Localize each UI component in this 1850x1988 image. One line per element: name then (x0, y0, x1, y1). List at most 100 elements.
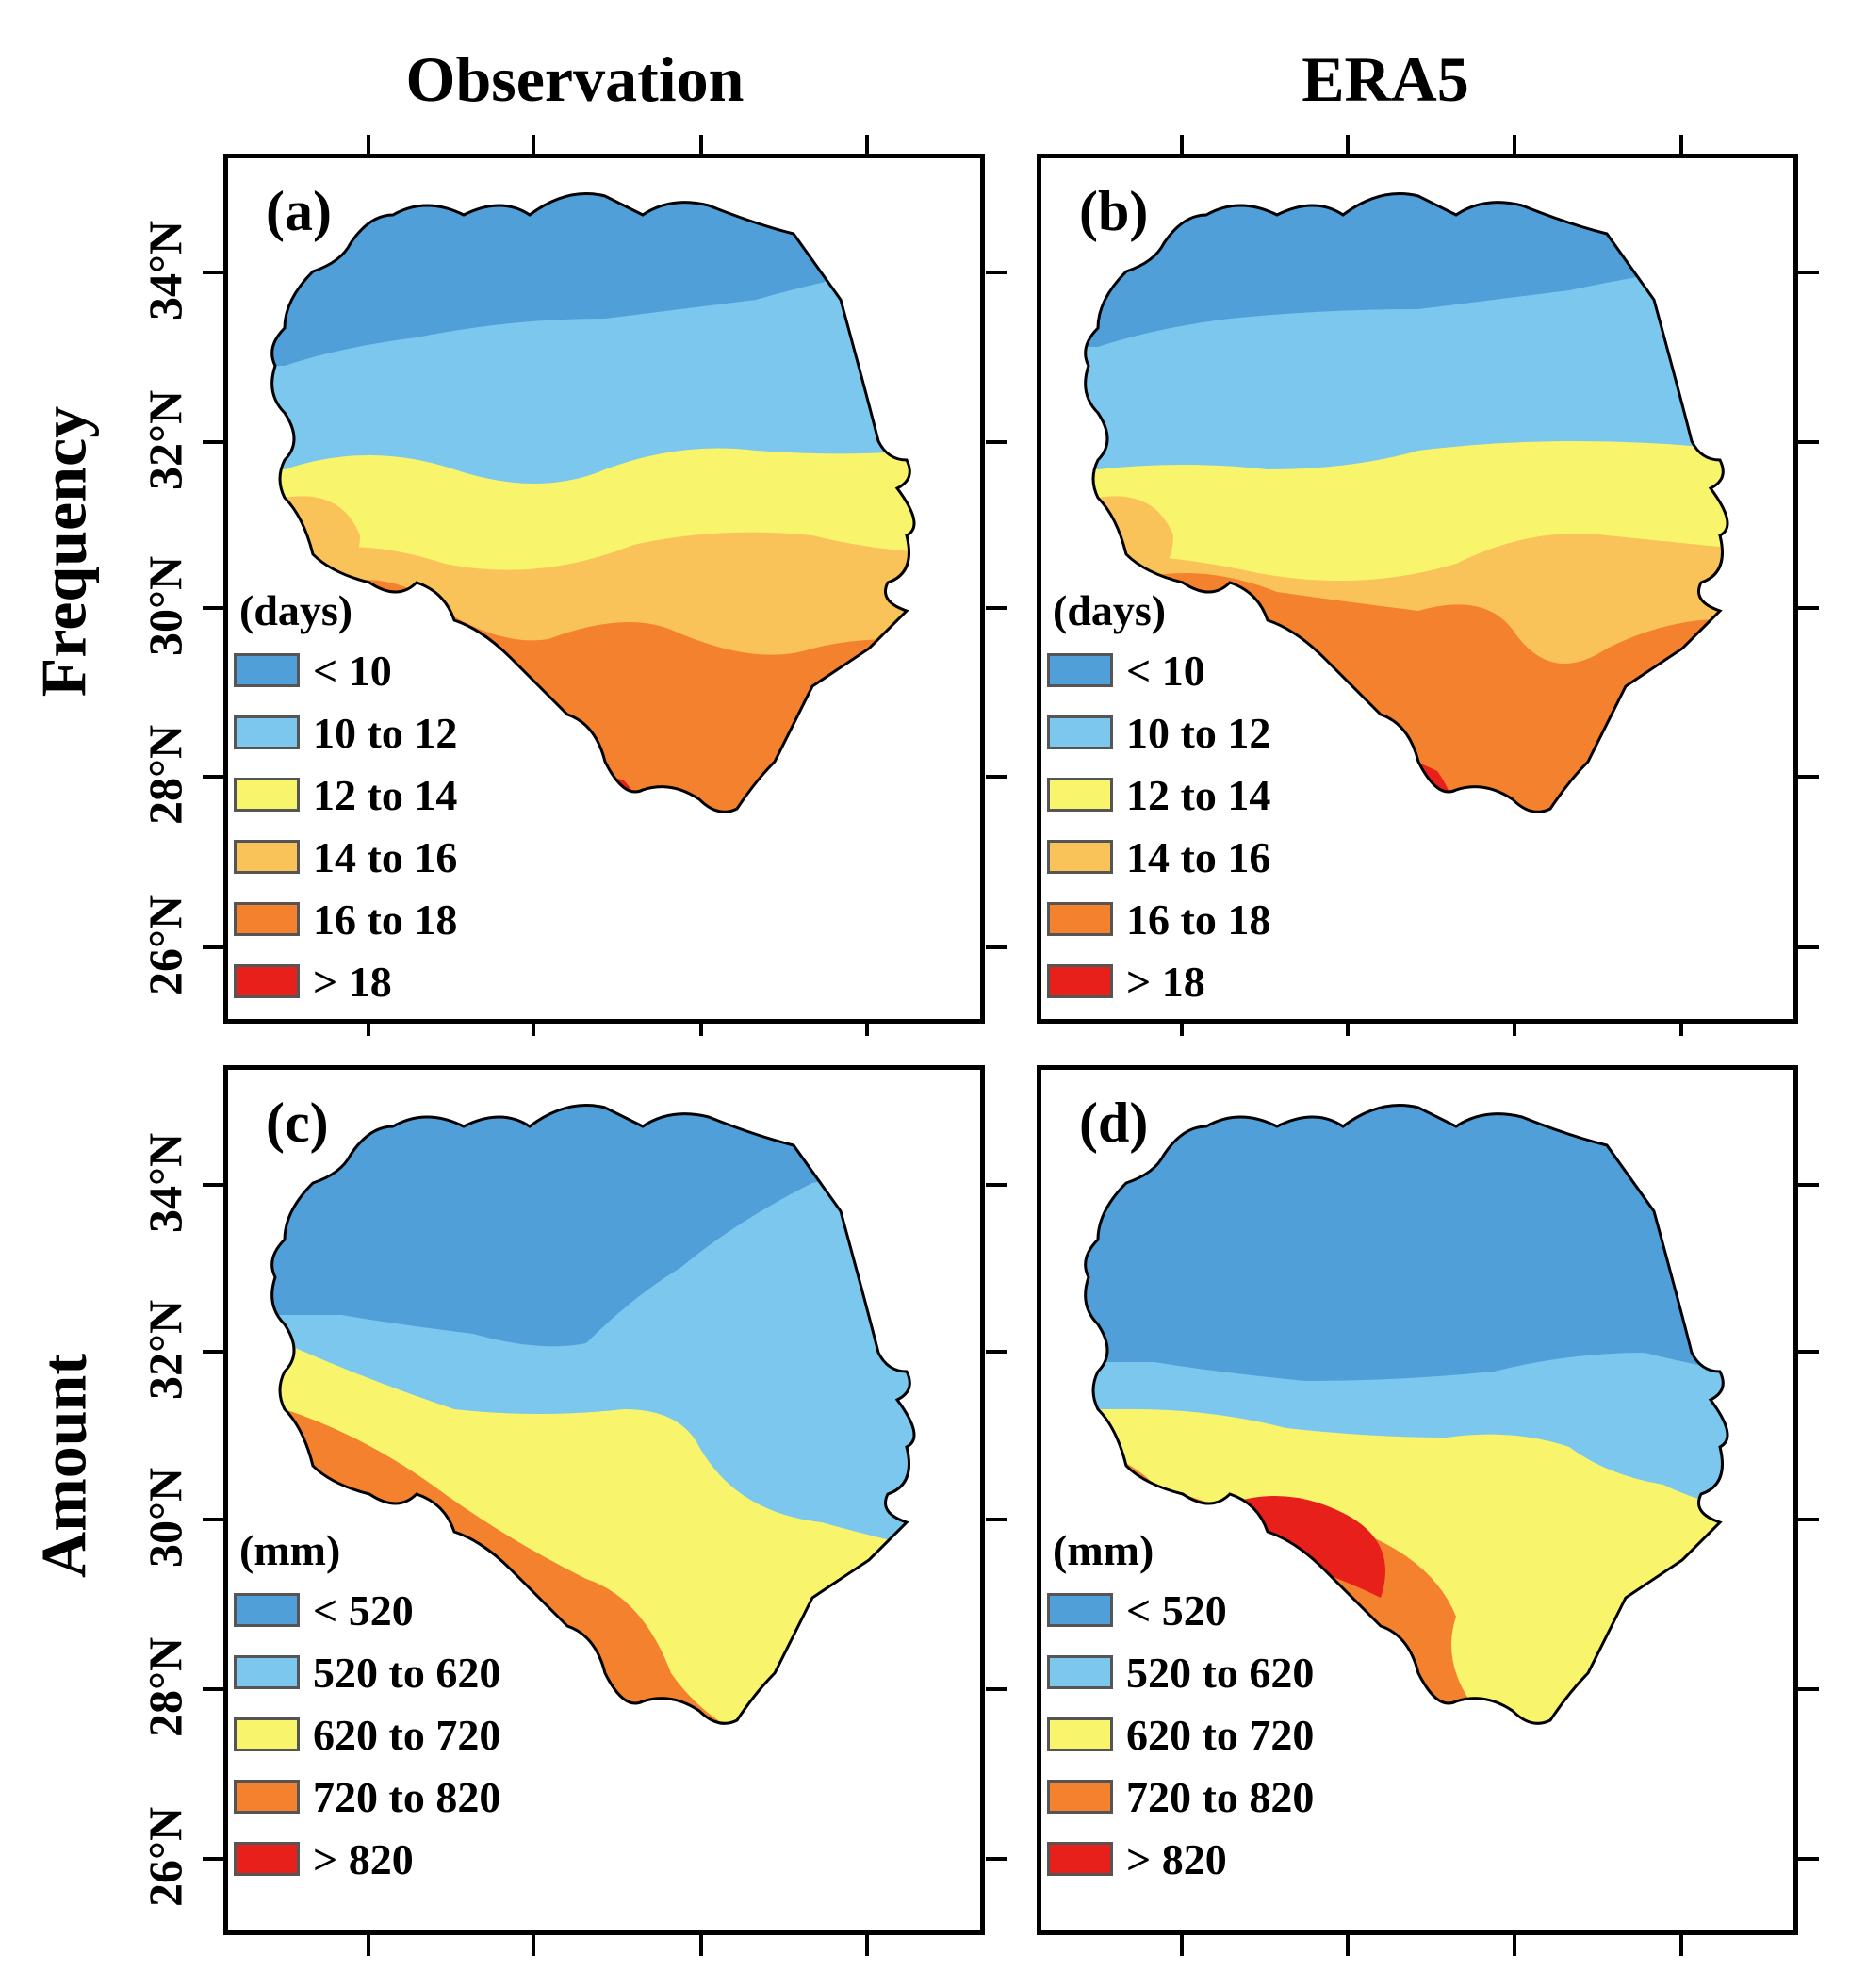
legend-item: 520 to 620 (1047, 1641, 1314, 1703)
lat-label-32n: 32°N (139, 1299, 191, 1401)
legend-label: 14 to 16 (1126, 832, 1271, 881)
legend-label: 520 to 620 (313, 1648, 501, 1697)
legend-label: 720 to 820 (313, 1772, 501, 1821)
legend-item: 720 to 820 (234, 1766, 500, 1828)
legend-unit: (mm) (1053, 1526, 1154, 1574)
panel-label: (d) (1079, 1092, 1149, 1154)
lat-label-26n: 26°N (139, 1806, 191, 1908)
region-map (270, 1104, 916, 1725)
column-title-era5: ERA5 (1302, 43, 1469, 115)
legend-frequency: (days) < 10 10 to 12 12 to 14 14 to 16 1… (234, 583, 457, 1012)
region-map (1084, 192, 1729, 813)
legend-item: > 820 (1047, 1828, 1314, 1890)
legend-label: 12 to 14 (313, 770, 458, 819)
lat-label-34n: 34°N (139, 220, 191, 321)
legend-swatch (1047, 715, 1113, 749)
legend-label: 620 to 720 (313, 1710, 501, 1759)
legend-label: > 18 (1126, 957, 1205, 1006)
row-title-amount: Amount (27, 1353, 100, 1579)
legend-item: 520 to 620 (234, 1641, 500, 1703)
legend-unit: (mm) (239, 1526, 341, 1574)
legend-swatch (234, 653, 300, 687)
legend-label: < 10 (1126, 646, 1205, 695)
legend-item: 10 to 12 (234, 701, 457, 764)
region-map (1084, 1104, 1729, 1725)
legend-amount: (mm) < 520 520 to 620 620 to 720 720 to … (234, 1522, 500, 1890)
legend-item: < 520 (234, 1579, 500, 1641)
map-panel-a: (a) (days) < 10 10 to 12 12 to 14 14 to … (223, 154, 985, 1024)
legend-swatch (1047, 1780, 1113, 1814)
map-panel-b: (b) (days) < 10 10 to 12 12 to 14 14 to … (1037, 154, 1798, 1024)
legend-swatch (1047, 1717, 1113, 1751)
legend-swatch (1047, 1655, 1113, 1689)
legend-item: 620 to 720 (234, 1703, 500, 1766)
legend-item: < 10 (234, 639, 457, 701)
legend-swatch (234, 1593, 300, 1627)
legend-swatch (234, 964, 300, 998)
legend-item: 16 to 18 (1047, 888, 1270, 950)
legend-item: > 18 (234, 950, 457, 1012)
legend-label: 14 to 16 (313, 832, 458, 881)
row-title-frequency: Frequency (27, 405, 100, 698)
legend-label: 16 to 18 (1126, 895, 1271, 944)
legend-label: 10 to 12 (1126, 708, 1271, 757)
legend-item: 14 to 16 (234, 826, 457, 888)
lat-label-28n: 28°N (139, 724, 191, 826)
lat-label-30n: 30°N (139, 555, 191, 657)
legend-swatch (234, 1655, 300, 1689)
legend-item: > 820 (234, 1828, 500, 1890)
legend-frequency: (days) < 10 10 to 12 12 to 14 14 to 16 1… (1047, 583, 1270, 1012)
legend-label: 10 to 12 (313, 708, 458, 757)
legend-swatch (1047, 653, 1113, 687)
legend-swatch (1047, 1842, 1113, 1876)
legend-label: < 520 (1126, 1585, 1227, 1635)
panel-label: (c) (266, 1092, 329, 1154)
legend-label: 720 to 820 (1126, 1772, 1315, 1821)
legend-swatch (234, 715, 300, 749)
region-map (270, 192, 916, 813)
legend-label: 16 to 18 (313, 895, 458, 944)
legend-item: 12 to 14 (1047, 764, 1270, 826)
legend-label: > 18 (313, 957, 392, 1006)
panel-label: (a) (266, 180, 332, 242)
legend-swatch (1047, 902, 1113, 936)
lat-label-28n: 28°N (139, 1636, 191, 1738)
legend-item: > 18 (1047, 950, 1270, 1012)
panel-label: (b) (1079, 180, 1149, 242)
legend-label: 620 to 720 (1126, 1710, 1315, 1759)
legend-swatch (1047, 964, 1113, 998)
legend-label: < 520 (313, 1585, 414, 1635)
lat-label-26n: 26°N (139, 895, 191, 996)
map-panel-d: (d) (mm) < 520 520 to 620 620 to 720 720… (1037, 1065, 1798, 1935)
legend-item: < 10 (1047, 639, 1270, 701)
legend-label: 520 to 620 (1126, 1648, 1315, 1697)
lat-label-30n: 30°N (139, 1467, 191, 1569)
legend-item: 10 to 12 (1047, 701, 1270, 764)
legend-swatch (234, 1717, 300, 1751)
map-panel-c: (c) (mm) < 520 520 to 620 620 to 720 720… (223, 1065, 985, 1935)
zone-c1 (1085, 1105, 1727, 1381)
zone-c6 (1230, 1496, 1385, 1598)
legend-item: 720 to 820 (1047, 1766, 1314, 1828)
legend-item: 14 to 16 (1047, 826, 1270, 888)
legend-swatch (234, 840, 300, 874)
legend-item: 12 to 14 (234, 764, 457, 826)
legend-label: 12 to 14 (1126, 770, 1271, 819)
lat-label-32n: 32°N (139, 389, 191, 491)
lat-label-34n: 34°N (139, 1132, 191, 1234)
legend-label: > 820 (1126, 1834, 1227, 1883)
legend-swatch (234, 902, 300, 936)
legend-swatch (1047, 840, 1113, 874)
legend-item: < 520 (1047, 1579, 1314, 1641)
legend-label: < 10 (313, 646, 392, 695)
legend-item: 620 to 720 (1047, 1703, 1314, 1766)
legend-item: 16 to 18 (234, 888, 457, 950)
legend-swatch (234, 778, 300, 812)
column-title-observation: Observation (405, 43, 745, 115)
legend-amount: (mm) < 520 520 to 620 620 to 720 720 to … (1047, 1522, 1314, 1890)
legend-unit: (days) (1053, 586, 1167, 634)
legend-swatch (234, 1780, 300, 1814)
legend-swatch (1047, 778, 1113, 812)
legend-swatch (1047, 1593, 1113, 1627)
legend-swatch (234, 1842, 300, 1876)
